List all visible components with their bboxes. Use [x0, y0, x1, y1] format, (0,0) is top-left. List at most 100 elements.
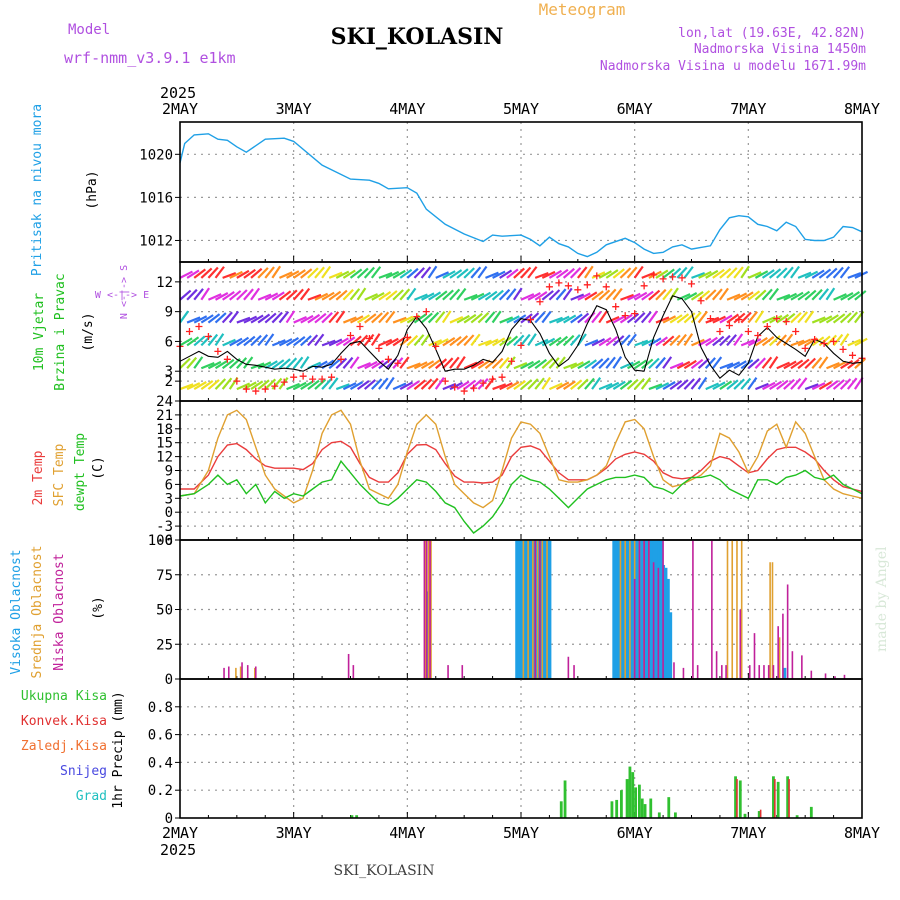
- wind-barb: [655, 382, 670, 391]
- low-cloud-bar: [772, 665, 775, 679]
- wind-barb: [605, 381, 620, 391]
- wind-barb: [747, 358, 760, 370]
- wind-barb: [818, 356, 829, 369]
- wind-barb: [605, 356, 616, 369]
- wind-barb: [797, 271, 812, 279]
- wind-barb: [321, 291, 335, 301]
- wind-barb: [641, 290, 654, 301]
- wind-barb: [449, 315, 464, 324]
- wind-barb: [285, 337, 300, 347]
- wind-barb: [385, 337, 399, 347]
- wind-barb: [754, 357, 766, 370]
- wind-barb: [541, 337, 556, 347]
- wind-barb: [200, 287, 211, 301]
- wind-barb: [548, 289, 561, 301]
- wind-barb: [406, 380, 420, 390]
- wind-barb: [498, 288, 511, 301]
- wind-barb: [683, 378, 695, 390]
- time-tick-label: 2MAY: [162, 100, 198, 118]
- wind-barb: [200, 267, 213, 279]
- wind-barb: [619, 334, 631, 347]
- wind-barb: [704, 357, 716, 369]
- wind-barb: [719, 380, 733, 390]
- wind-barb: [548, 269, 563, 279]
- wind-barb: [768, 268, 782, 279]
- wind-barb: [534, 291, 548, 301]
- wind-barb: [214, 266, 225, 279]
- wind-gust-marker: [413, 313, 421, 321]
- wind-barb: [250, 334, 262, 347]
- wind-barb: [222, 338, 236, 347]
- panel-frame: [179, 261, 863, 402]
- wind-barb: [847, 338, 862, 347]
- wind-barb: [747, 338, 762, 347]
- wind-barb: [321, 378, 333, 390]
- low-cloud-bar: [758, 665, 761, 679]
- wind-gust-marker: [204, 332, 212, 340]
- y-tick-label: 9: [165, 305, 173, 321]
- wind-barb: [818, 381, 833, 391]
- wind-barb: [797, 311, 809, 324]
- wind-barb: [307, 267, 319, 279]
- lonlat-label: lon,lat (19.63E, 42.82N): [678, 26, 866, 41]
- wind-gust-marker: [526, 316, 534, 324]
- time-tick-label: 3MAY: [276, 100, 312, 118]
- wind-barb: [705, 382, 719, 391]
- wind-barb: [740, 339, 755, 347]
- wind-barb: [505, 288, 517, 301]
- wind-barb: [825, 314, 839, 324]
- wind-barb: [271, 311, 283, 324]
- model-name: wrf-nmm_v3.9.1 e1km: [64, 49, 236, 67]
- wind-barb: [825, 334, 838, 347]
- wind-gust-marker: [337, 355, 345, 363]
- wind-barb: [250, 267, 263, 279]
- wind-gust-marker: [375, 344, 383, 352]
- wind-barb: [726, 361, 741, 370]
- wind-gust-marker: [280, 378, 288, 386]
- precip-label-snow: Snijeg: [60, 764, 107, 779]
- wind-barb: [434, 377, 445, 390]
- wind-barb: [505, 356, 516, 369]
- wind-barb: [846, 377, 858, 390]
- wind-barb: [549, 316, 563, 324]
- wind-gust-marker: [299, 372, 307, 380]
- wind-barb: [570, 379, 583, 390]
- wind-barb: [314, 266, 325, 279]
- high-cloud-bar: [524, 540, 528, 679]
- high-cloud-bar: [612, 540, 616, 679]
- wind-barb: [428, 339, 443, 347]
- wind-barb: [250, 287, 261, 301]
- wind-compass-we: W <-|-> E: [95, 290, 149, 301]
- cloud-label-1: Visoka Oblacnost: [9, 549, 24, 674]
- wind-barb: [847, 272, 862, 279]
- wind-barb: [719, 267, 732, 279]
- time-tick-label: 6MAY: [617, 824, 653, 842]
- wind-barb: [562, 287, 573, 301]
- wind-barb: [846, 311, 859, 324]
- wind-barb: [463, 313, 477, 324]
- wind-barb: [186, 316, 201, 324]
- wind-gust-marker: [602, 283, 610, 291]
- wind-barb: [747, 310, 758, 324]
- wind-barb: [279, 271, 293, 279]
- total-precip-bar: [631, 772, 635, 818]
- wind-barb: [761, 356, 773, 369]
- dewpt-line: [179, 459, 863, 534]
- wind-barb: [307, 334, 319, 347]
- wind-barb: [832, 266, 844, 279]
- wind-barb: [236, 336, 250, 347]
- wind-barb: [712, 335, 725, 347]
- pressure-label: Pritisak na nivou mora: [30, 104, 45, 276]
- wind-barb: [179, 337, 193, 347]
- wind-barb: [427, 265, 438, 279]
- wind-barb: [356, 334, 369, 347]
- wind-barb: [598, 357, 610, 370]
- mid-cloud-bar: [629, 540, 631, 679]
- low-cloud-bar: [673, 662, 675, 679]
- wind-barb: [271, 265, 282, 279]
- wind-gust-marker: [451, 383, 459, 391]
- wind-barb: [293, 315, 307, 324]
- wind-gust-marker: [792, 328, 800, 335]
- wind-barb: [349, 356, 360, 369]
- wind-panel: 23 6 9 12: [156, 261, 869, 402]
